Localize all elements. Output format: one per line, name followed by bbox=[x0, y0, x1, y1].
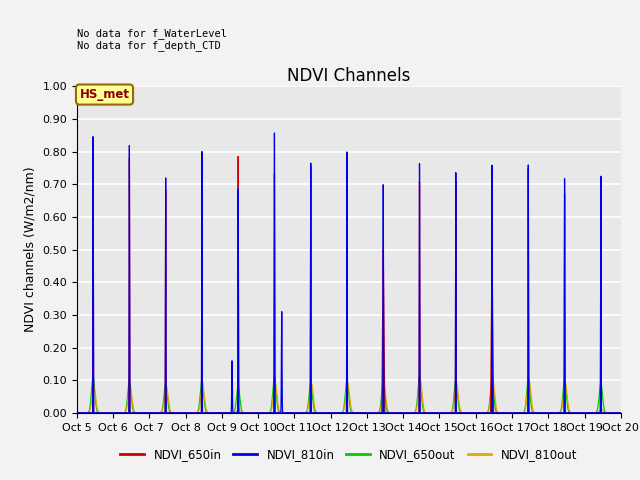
NDVI_650in bbox=[617, 410, 625, 416]
Line: NDVI_650out: NDVI_650out bbox=[77, 377, 621, 413]
Legend: NDVI_650in, NDVI_810in, NDVI_650out, NDVI_810out: NDVI_650in, NDVI_810in, NDVI_650out, NDV… bbox=[116, 443, 582, 466]
NDVI_650out bbox=[395, 410, 403, 416]
NDVI_810in bbox=[73, 410, 81, 416]
NDVI_650in bbox=[476, 410, 484, 416]
Title: NDVI Channels: NDVI Channels bbox=[287, 67, 410, 85]
NDVI_810in bbox=[270, 410, 278, 416]
NDVI_650in bbox=[419, 410, 426, 416]
NDVI_650in bbox=[90, 140, 97, 146]
NDVI_810out bbox=[73, 410, 81, 416]
NDVI_650out bbox=[617, 410, 625, 416]
NDVI_810in bbox=[271, 130, 278, 136]
NDVI_810in bbox=[476, 410, 484, 416]
NDVI_650in bbox=[100, 410, 108, 416]
NDVI_810in bbox=[395, 410, 403, 416]
NDVI_810out bbox=[617, 410, 625, 416]
NDVI_650out bbox=[73, 410, 81, 416]
NDVI_650out bbox=[100, 410, 108, 416]
NDVI_810in bbox=[506, 410, 513, 416]
NDVI_810out bbox=[476, 410, 484, 416]
NDVI_810out bbox=[100, 410, 108, 416]
NDVI_650in bbox=[270, 410, 278, 416]
Line: NDVI_810in: NDVI_810in bbox=[77, 133, 621, 413]
NDVI_810out bbox=[395, 410, 403, 416]
Text: No data for f_WaterLevel
No data for f_depth_CTD: No data for f_WaterLevel No data for f_d… bbox=[77, 28, 227, 51]
NDVI_650out bbox=[90, 374, 97, 380]
NDVI_810out bbox=[270, 388, 278, 394]
NDVI_650out bbox=[270, 377, 278, 383]
Y-axis label: NDVI channels (W/m2/nm): NDVI channels (W/m2/nm) bbox=[24, 167, 36, 333]
NDVI_810in bbox=[617, 410, 625, 416]
NDVI_810out bbox=[506, 410, 513, 416]
NDVI_650in bbox=[73, 410, 81, 416]
NDVI_810out bbox=[419, 395, 426, 401]
NDVI_810in bbox=[419, 410, 426, 416]
NDVI_810out bbox=[417, 377, 424, 383]
Text: HS_met: HS_met bbox=[79, 88, 129, 101]
NDVI_810in bbox=[100, 410, 108, 416]
Line: NDVI_810out: NDVI_810out bbox=[77, 380, 621, 413]
Line: NDVI_650in: NDVI_650in bbox=[77, 143, 621, 413]
NDVI_650in bbox=[506, 410, 513, 416]
NDVI_650in bbox=[395, 410, 403, 416]
NDVI_650out bbox=[419, 403, 426, 409]
NDVI_650out bbox=[476, 410, 484, 416]
NDVI_650out bbox=[506, 410, 513, 416]
